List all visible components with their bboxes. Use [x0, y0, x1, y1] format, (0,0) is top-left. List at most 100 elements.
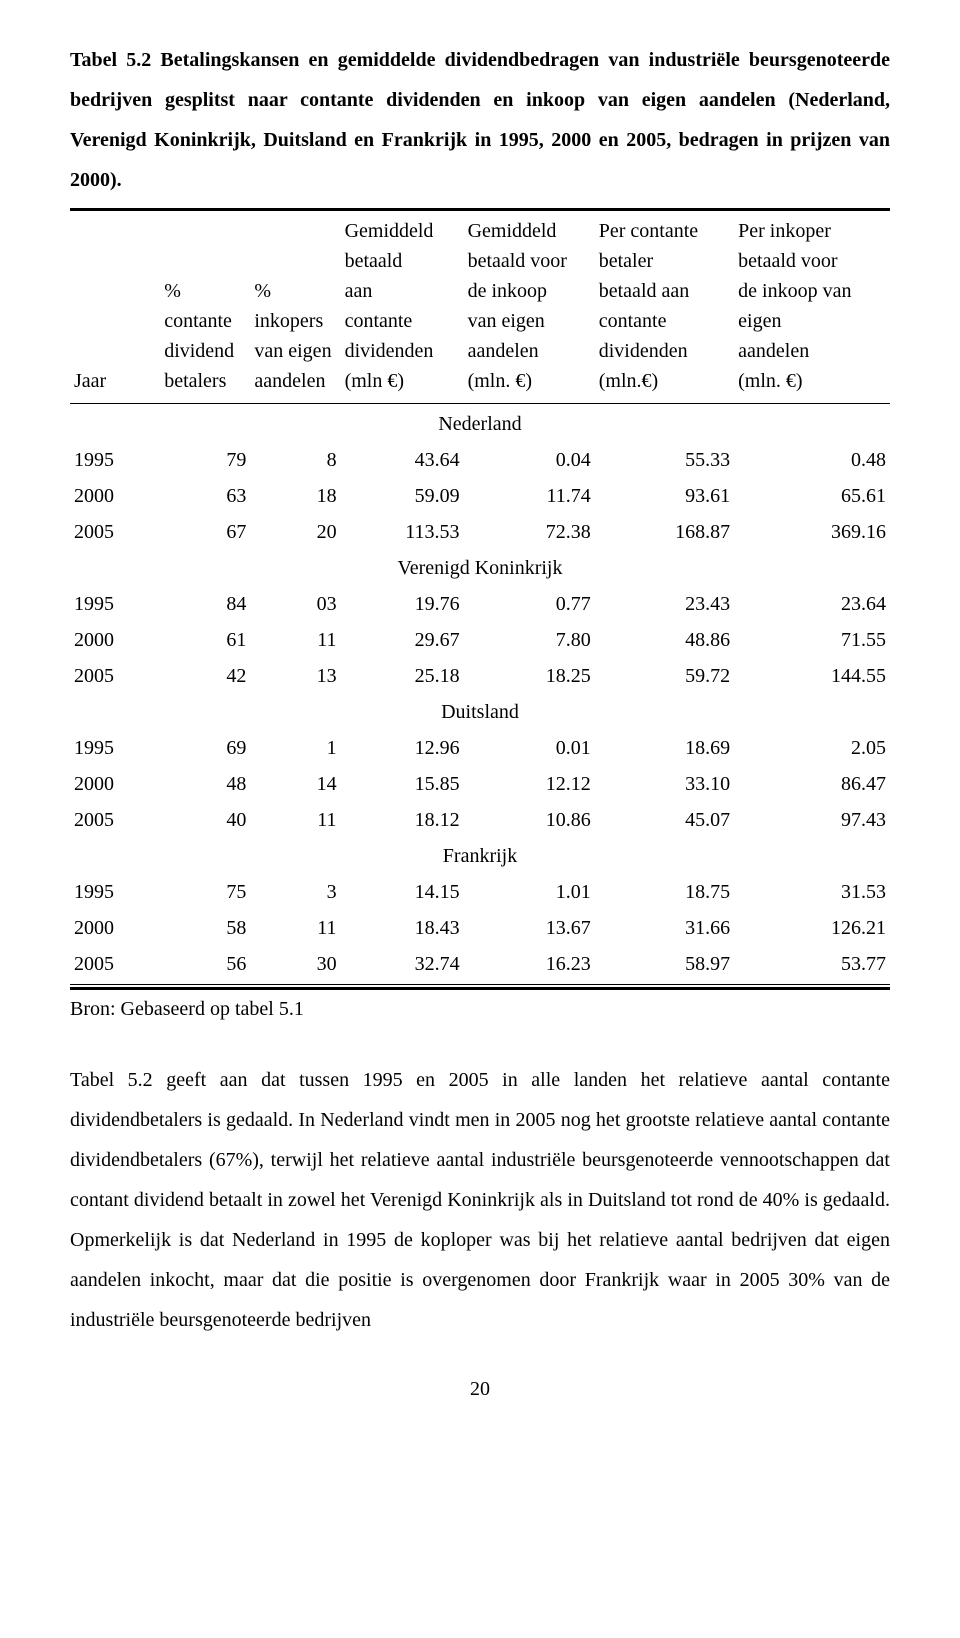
cell-value: 18.12: [341, 802, 464, 838]
cell-value: 18: [250, 478, 340, 514]
cell-value: 0.04: [464, 442, 595, 478]
cell-value: 30: [250, 946, 340, 982]
hdr-line: aandelen: [468, 340, 539, 362]
cell-value: 8: [250, 442, 340, 478]
cell-value: 71.55: [734, 622, 890, 658]
cell-value: 63: [160, 478, 250, 514]
cell-value: 58: [160, 910, 250, 946]
hdr-line: Gemiddeld: [345, 220, 434, 242]
cell-value: 84: [160, 586, 250, 622]
table-row: 2000581118.4313.6731.66126.21: [70, 910, 890, 946]
cell-year: 2000: [70, 910, 160, 946]
cell-value: 45.07: [595, 802, 734, 838]
hdr-line: de inkoop van: [738, 280, 851, 302]
hdr-line: betaald voor: [468, 250, 567, 272]
table-bottom-rule-1: [70, 984, 890, 985]
table-body: Nederland199579843.640.0455.330.48200063…: [70, 399, 890, 982]
col-pct-buyback: % inkopers van eigen aandelen: [250, 213, 340, 399]
hdr-line: aandelen: [254, 370, 325, 392]
cell-year: 1995: [70, 442, 160, 478]
cell-value: 11: [250, 622, 340, 658]
cell-value: 16.23: [464, 946, 595, 982]
hdr-line: van eigen: [254, 340, 331, 362]
table-bottom-rule-2: [70, 987, 890, 990]
cell-value: 13: [250, 658, 340, 694]
cell-value: 48: [160, 766, 250, 802]
cell-value: 1: [250, 730, 340, 766]
cell-value: 18.69: [595, 730, 734, 766]
cell-value: 18.25: [464, 658, 595, 694]
hdr-line: eigen: [738, 310, 781, 332]
cell-value: 31.53: [734, 874, 890, 910]
section-heading: Verenigd Koninkrijk: [70, 550, 890, 586]
cell-value: 11: [250, 802, 340, 838]
hdr-line: aandelen: [738, 340, 809, 362]
cell-value: 113.53: [341, 514, 464, 550]
cell-value: 69: [160, 730, 250, 766]
section-heading-row: Duitsland: [70, 694, 890, 730]
cell-value: 144.55: [734, 658, 890, 694]
table-label: Tabel 5.2: [70, 49, 151, 71]
col-pct-payers: % contante dividend betalers: [160, 213, 250, 399]
table-caption-text: Betalingskansen en gemiddelde dividendbe…: [70, 49, 890, 191]
hdr-line: betaald: [345, 250, 403, 272]
cell-value: 14.15: [341, 874, 464, 910]
page-number: 20: [70, 1374, 890, 1404]
cell-value: 42: [160, 658, 250, 694]
cell-value: 43.64: [341, 442, 464, 478]
section-heading-row: Frankrijk: [70, 838, 890, 874]
cell-value: 59.72: [595, 658, 734, 694]
cell-value: 25.18: [341, 658, 464, 694]
cell-value: 40: [160, 802, 250, 838]
hdr-line: contante: [164, 310, 232, 332]
section-heading: Frankrijk: [70, 838, 890, 874]
cell-value: 20: [250, 514, 340, 550]
cell-year: 1995: [70, 874, 160, 910]
cell-value: 15.85: [341, 766, 464, 802]
hdr-line: contante: [599, 310, 667, 332]
cell-value: 65.61: [734, 478, 890, 514]
hdr-line: (mln €): [345, 370, 404, 392]
hdr-line: betalers: [164, 370, 226, 392]
cell-value: 12.96: [341, 730, 464, 766]
hdr-line: (mln. €): [738, 370, 802, 392]
cell-value: 79: [160, 442, 250, 478]
table-row: 2005421325.1818.2559.72144.55: [70, 658, 890, 694]
cell-year: 2005: [70, 658, 160, 694]
body-paragraph: Tabel 5.2 geeft aan dat tussen 1995 en 2…: [70, 1060, 890, 1340]
cell-value: 29.67: [341, 622, 464, 658]
hdr-line: Per contante: [599, 220, 698, 242]
cell-value: 168.87: [595, 514, 734, 550]
cell-value: 11: [250, 910, 340, 946]
table-row: 199569112.960.0118.692.05: [70, 730, 890, 766]
hdr-line: contante: [345, 310, 413, 332]
table-row: 199579843.640.0455.330.48: [70, 442, 890, 478]
cell-value: 75: [160, 874, 250, 910]
cell-value: 126.21: [734, 910, 890, 946]
hdr-line: Per inkoper: [738, 220, 831, 242]
table-row: 2005563032.7416.2358.9753.77: [70, 946, 890, 982]
table-source: Bron: Gebaseerd op tabel 5.1: [70, 994, 890, 1024]
hdr-line: de inkoop: [468, 280, 547, 302]
hdr-line: aan: [345, 280, 373, 302]
col-avg-buyback: Gemiddeld betaald voor de inkoop van eig…: [464, 213, 595, 399]
section-heading: Duitsland: [70, 694, 890, 730]
cell-value: 58.97: [595, 946, 734, 982]
table-top-rule: [70, 208, 890, 211]
cell-value: 53.77: [734, 946, 890, 982]
cell-year: 2005: [70, 514, 160, 550]
cell-value: 10.86: [464, 802, 595, 838]
table-row: 2000481415.8512.1233.1086.47: [70, 766, 890, 802]
cell-value: 48.86: [595, 622, 734, 658]
cell-value: 0.48: [734, 442, 890, 478]
table-row: 2000631859.0911.7493.6165.61: [70, 478, 890, 514]
cell-year: 2005: [70, 802, 160, 838]
cell-value: 369.16: [734, 514, 890, 550]
cell-year: 2000: [70, 766, 160, 802]
col-per-buyer: Per inkoper betaald voor de inkoop van e…: [734, 213, 890, 399]
hdr-line: van eigen: [468, 310, 545, 332]
cell-value: 61: [160, 622, 250, 658]
table-row: 199575314.151.0118.7531.53: [70, 874, 890, 910]
cell-year: 1995: [70, 586, 160, 622]
cell-value: 11.74: [464, 478, 595, 514]
